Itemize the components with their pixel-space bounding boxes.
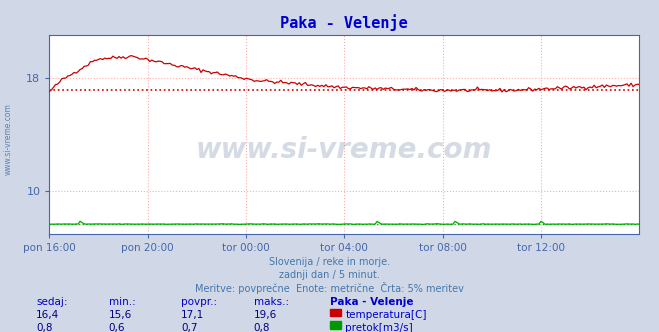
Text: min.:: min.: xyxy=(109,297,136,307)
Text: maks.:: maks.: xyxy=(254,297,289,307)
Title: Paka - Velenje: Paka - Velenje xyxy=(281,14,408,31)
Text: 0,8: 0,8 xyxy=(254,323,270,332)
Text: 16,4: 16,4 xyxy=(36,310,59,320)
Text: Slovenija / reke in morje.: Slovenija / reke in morje. xyxy=(269,257,390,267)
Text: www.si-vreme.com: www.si-vreme.com xyxy=(196,136,492,164)
Text: 0,8: 0,8 xyxy=(36,323,53,332)
Text: www.si-vreme.com: www.si-vreme.com xyxy=(3,104,13,175)
Text: Meritve: povprečne  Enote: metrične  Črta: 5% meritev: Meritve: povprečne Enote: metrične Črta:… xyxy=(195,282,464,293)
Text: sedaj:: sedaj: xyxy=(36,297,68,307)
Text: povpr.:: povpr.: xyxy=(181,297,217,307)
Text: 0,7: 0,7 xyxy=(181,323,198,332)
Text: Paka - Velenje: Paka - Velenje xyxy=(330,297,413,307)
Text: pretok[m3/s]: pretok[m3/s] xyxy=(345,323,413,332)
Text: zadnji dan / 5 minut.: zadnji dan / 5 minut. xyxy=(279,270,380,280)
Text: temperatura[C]: temperatura[C] xyxy=(345,310,427,320)
Text: 15,6: 15,6 xyxy=(109,310,132,320)
Text: 19,6: 19,6 xyxy=(254,310,277,320)
Text: 17,1: 17,1 xyxy=(181,310,204,320)
Text: 0,6: 0,6 xyxy=(109,323,125,332)
